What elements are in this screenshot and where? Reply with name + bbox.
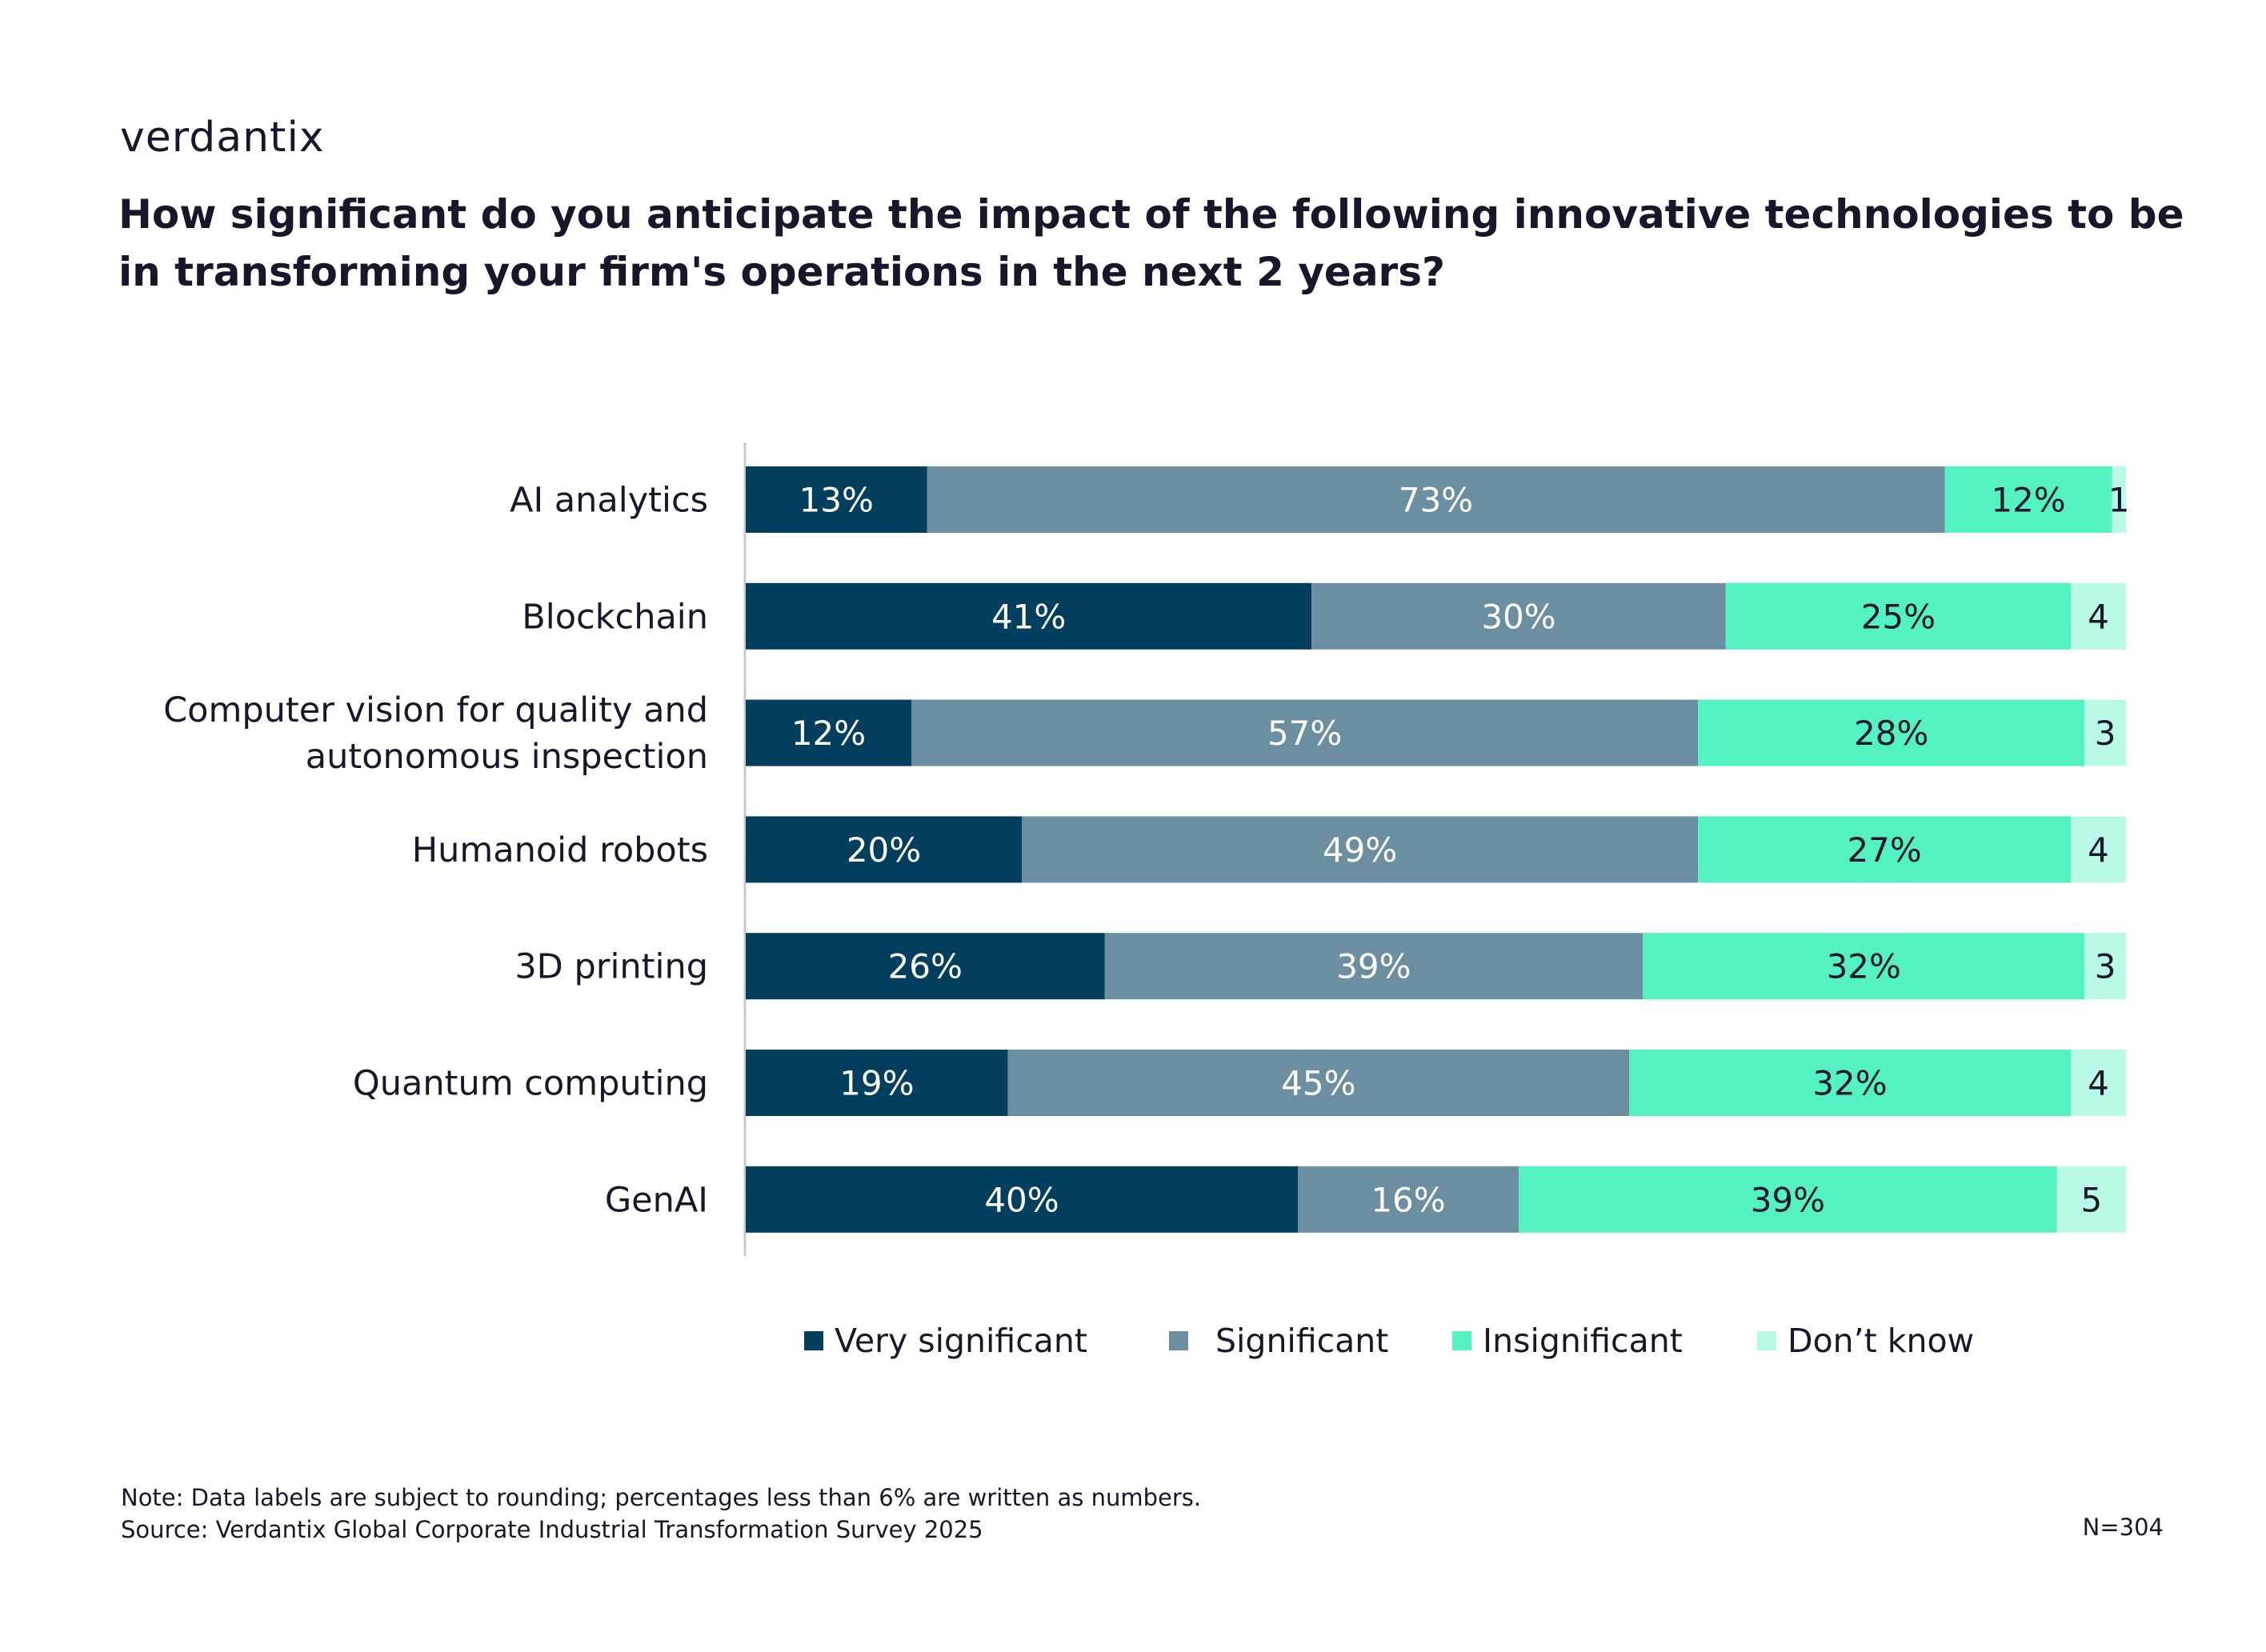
data-label: 12% — [791, 714, 866, 753]
bar-segment — [2112, 466, 2126, 533]
bar-segment — [2084, 699, 2126, 766]
data-label: 41% — [991, 597, 1066, 636]
legend-item-significant: Significant — [1169, 1322, 1388, 1360]
chart-title-line-2: in transforming your firm's operations i… — [118, 249, 1445, 295]
bar-segment — [911, 699, 1699, 766]
source-note: Source: Verdantix Global Corporate Indus… — [121, 1516, 983, 1543]
data-label: 39% — [1336, 947, 1411, 986]
data-label: 40% — [984, 1180, 1059, 1219]
data-label: 4 — [2088, 597, 2109, 636]
data-label: 5 — [2081, 1180, 2103, 1219]
bar-segment — [2071, 816, 2126, 883]
bar-segment — [746, 1050, 1008, 1116]
data-label: 4 — [2088, 1064, 2109, 1103]
data-label: 32% — [1812, 1064, 1887, 1103]
bar-segment — [1725, 582, 2071, 650]
chart-title-line-1: How significant do you anticipate the im… — [118, 191, 2184, 238]
data-label: 3 — [2095, 714, 2116, 753]
data-label: 73% — [1399, 481, 1473, 520]
bar-segment — [2084, 933, 2126, 1000]
bar-segment — [2071, 582, 2126, 650]
bar-segment — [2071, 1050, 2126, 1116]
bar-segment — [746, 466, 927, 533]
category-label: autonomous inspection — [306, 737, 708, 777]
legend-swatch-significant — [1169, 1331, 1188, 1350]
legend-item-very-significant: Very significant — [804, 1322, 1087, 1360]
legend-item-dont-know: Don’t know — [1757, 1322, 1974, 1360]
legend-label-dont-know: Don’t know — [1788, 1322, 1975, 1360]
bar-segment — [746, 1166, 1298, 1233]
chart-title: How significant do you anticipate the im… — [118, 186, 2184, 301]
legend-label-very-significant: Very significant — [835, 1322, 1087, 1360]
data-label: 19% — [839, 1064, 914, 1103]
bar-segment — [746, 933, 1105, 1000]
bar-segment — [746, 582, 1312, 650]
verdantix-logo: verdantix — [120, 114, 325, 162]
footnote: Note: Data labels are subject to roundin… — [121, 1484, 1202, 1511]
data-label: 49% — [1323, 830, 1397, 870]
data-label: 27% — [1847, 830, 1921, 870]
bar-segment — [1298, 1166, 1519, 1233]
bar-segment — [746, 699, 911, 766]
bar-segment — [1944, 466, 2112, 533]
data-label: 28% — [1854, 714, 1928, 753]
category-label: Blockchain — [522, 597, 708, 637]
data-label: 1 — [2108, 481, 2130, 520]
legend-label-insignificant: Insignificant — [1483, 1322, 1683, 1360]
category-label: GenAI — [605, 1180, 708, 1220]
data-label: 3 — [2095, 947, 2116, 986]
data-label: 32% — [1827, 947, 1901, 986]
bar-segment — [2056, 1166, 2126, 1233]
bar-segment — [1022, 816, 1699, 883]
chart-legend: Very significant Significant Insignifica… — [0, 1322, 2266, 1370]
sample-size: N=304 — [2082, 1514, 2164, 1541]
bar-segment — [1643, 933, 2085, 1000]
data-label: 12% — [1991, 481, 2065, 520]
category-label: Computer vision for quality and — [163, 690, 708, 730]
data-label: 4 — [2088, 830, 2109, 870]
category-label: Humanoid robots — [412, 830, 708, 870]
data-label: 20% — [847, 830, 921, 870]
data-label: 57% — [1267, 714, 1342, 753]
legend-swatch-insignificant — [1452, 1331, 1471, 1350]
data-label: 13% — [799, 481, 874, 520]
data-label: 30% — [1481, 597, 1555, 636]
legend-swatch-very-significant — [804, 1331, 823, 1350]
bar-segment — [1007, 1050, 1629, 1116]
legend-swatch-dont-know — [1757, 1331, 1776, 1350]
data-label: 39% — [1751, 1180, 1825, 1219]
bar-segment — [1698, 699, 2085, 766]
category-label: 3D printing — [514, 947, 708, 987]
bar-segment — [927, 466, 1945, 533]
data-label: 25% — [1861, 597, 1936, 636]
bar-segment — [1311, 582, 1726, 650]
data-label: 45% — [1281, 1064, 1355, 1103]
category-label: AI analytics — [510, 481, 708, 521]
bar-segment — [746, 816, 1022, 883]
bar-segment — [1519, 1166, 2057, 1233]
legend-label-significant: Significant — [1215, 1322, 1389, 1360]
bar-segment — [1629, 1050, 2071, 1116]
data-label: 26% — [888, 947, 963, 986]
data-label: 16% — [1371, 1180, 1445, 1219]
chart-footer: Note: Data labels are subject to roundin… — [121, 1482, 1201, 1546]
legend-item-insignificant: Insignificant — [1452, 1322, 1683, 1360]
bar-segment — [1698, 816, 2071, 883]
category-label: Quantum computing — [353, 1064, 708, 1104]
bar-segment — [1104, 933, 1643, 1000]
